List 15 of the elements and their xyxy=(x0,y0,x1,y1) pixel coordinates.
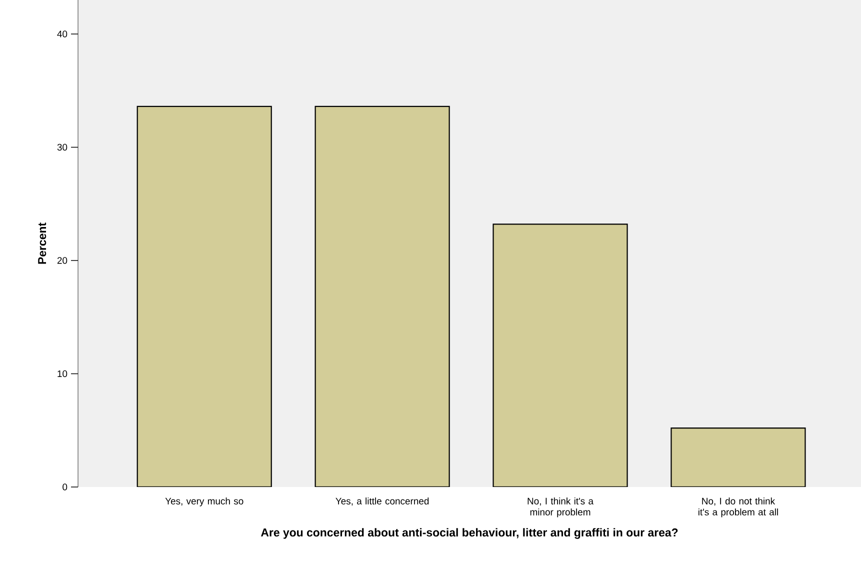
bar xyxy=(314,106,450,487)
bar xyxy=(493,224,628,487)
y-axis-title: Percent xyxy=(38,222,46,264)
y-tick-label: 10 xyxy=(58,370,68,378)
bar xyxy=(136,106,272,487)
bar xyxy=(670,428,806,487)
y-tick-label: 30 xyxy=(57,144,68,151)
x-tick-label: Yes, a little concerned xyxy=(336,498,429,506)
x-tick-label: No, I think it's a minor problem xyxy=(528,498,594,518)
y-tick-label: 40 xyxy=(57,30,68,38)
y-tick-label: 20 xyxy=(57,257,68,264)
x-tick-label: Yes, very much so xyxy=(165,498,244,506)
x-tick-label: No, I do not think it's a problem at all xyxy=(698,498,778,518)
x-axis-title: Are you concerned about anti-social behaviour, litter and graffiti in our area? xyxy=(260,528,678,539)
y-tick-label: 0 xyxy=(62,484,68,490)
